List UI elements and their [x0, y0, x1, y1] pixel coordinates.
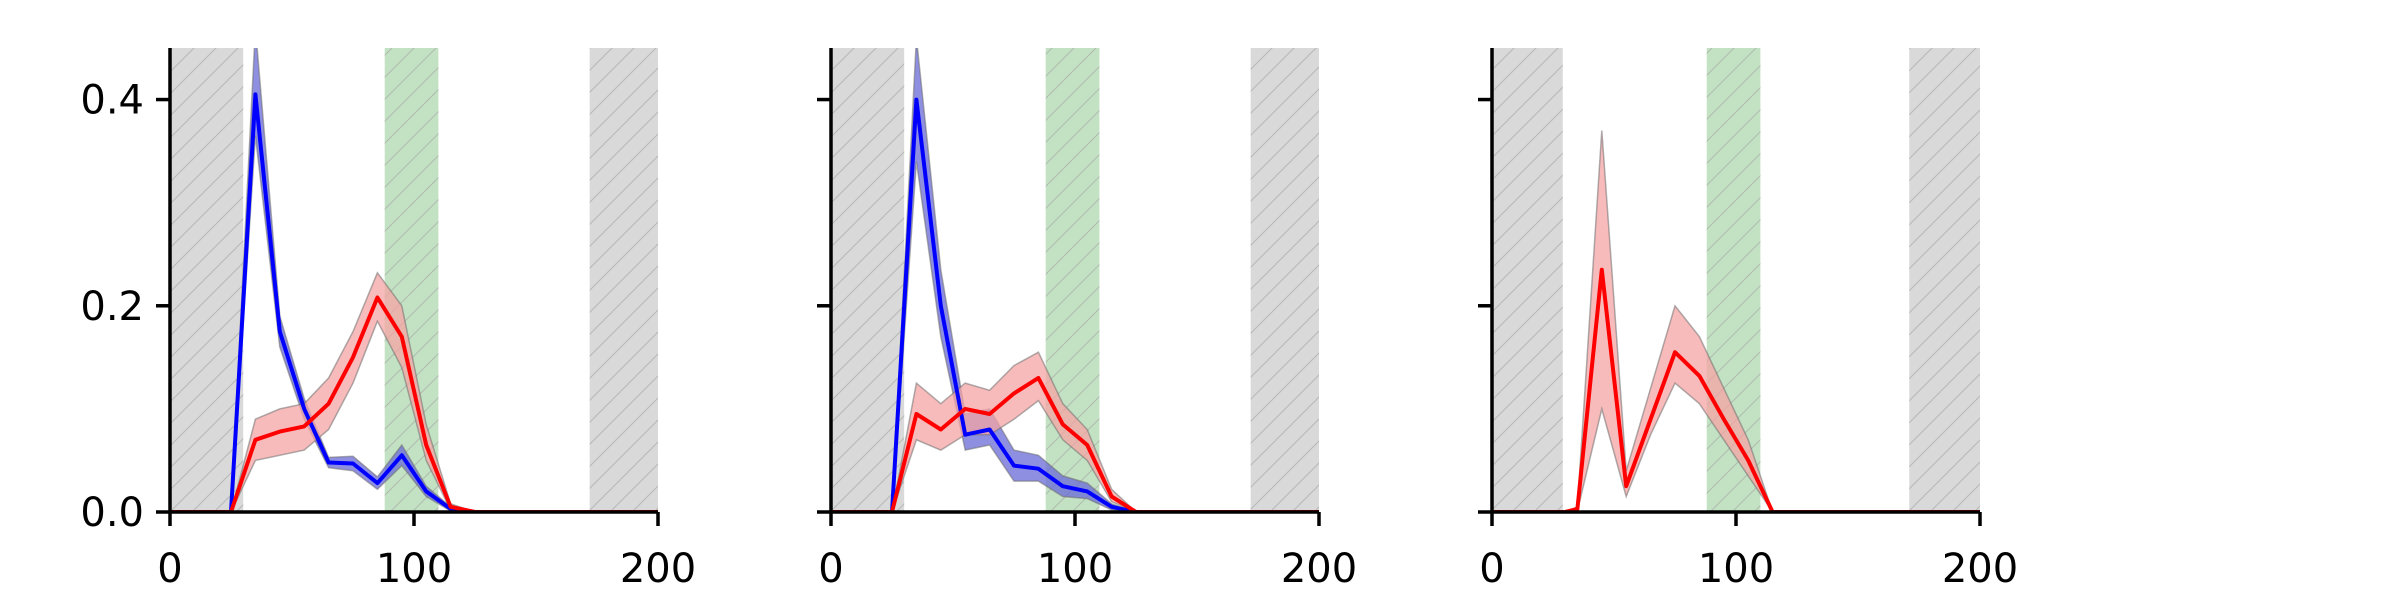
shaded-region-hatch-1	[170, 48, 244, 512]
x-tick-label: 0	[1479, 546, 1504, 592]
shaded-region-hatch-1	[1492, 48, 1563, 512]
series-line-1	[170, 92, 658, 512]
shaded-region-hatch-3	[1909, 48, 1980, 512]
x-tick-label: 200	[1942, 546, 2018, 592]
panel-2: 0 100 200	[817, 48, 1357, 592]
series-line-2	[170, 295, 658, 512]
x-tick-label: 0	[157, 546, 182, 592]
shaded-region-hatch-3	[1250, 48, 1319, 512]
series-line-2	[831, 376, 1319, 512]
x-tick-label: 100	[1698, 546, 1774, 592]
confidence-band-1	[170, 48, 658, 512]
x-tick-label: 0	[818, 546, 843, 592]
confidence-band-1	[1492, 130, 1980, 512]
x-tick-label: 200	[620, 546, 696, 592]
plot-area	[170, 48, 658, 512]
y-tick-label: 0.0	[80, 490, 144, 536]
x-tick-label: 200	[1281, 546, 1357, 592]
plot-area	[831, 48, 1319, 512]
confidence-band-1	[831, 48, 1319, 512]
y-tick-label: 0.4	[80, 78, 144, 124]
series-line-1	[831, 97, 1319, 512]
shaded-region-hatch-3	[589, 48, 658, 512]
panel-3: 0 100 200	[1478, 48, 2018, 592]
y-tick-label: 0.2	[80, 284, 144, 330]
panel-1: 0.0 0.2 0.4 0 100 200	[80, 48, 696, 592]
x-tick-label: 100	[376, 546, 452, 592]
shaded-region-hatch-1	[831, 48, 905, 512]
x-tick-label: 100	[1037, 546, 1113, 592]
